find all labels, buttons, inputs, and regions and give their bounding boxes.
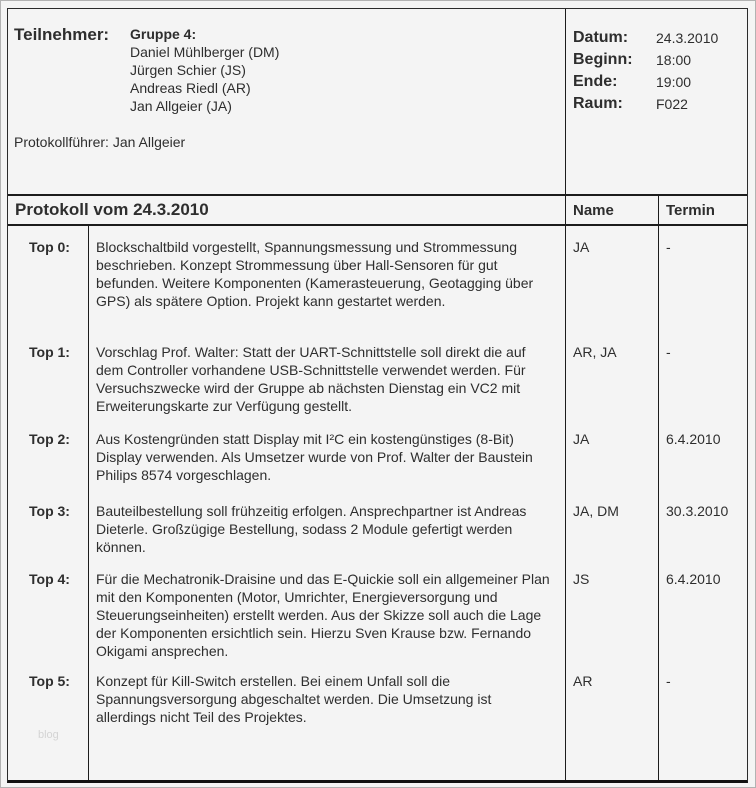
meeting-meta-section: Datum: 24.3.2010 Beginn: 18:00 Ende: 19:… [565, 9, 747, 196]
meta-value: 18:00 [656, 52, 692, 68]
group-label: Gruppe 4: [130, 26, 197, 42]
responsible-initials: JS [565, 558, 658, 660]
top-label: Top 3: [29, 503, 70, 519]
topic-text: Konzept für Kill-Switch erstellen. Bei e… [88, 660, 565, 780]
meta-label: Datum: [573, 29, 629, 46]
due-date: - [658, 226, 747, 331]
due-date: - [658, 331, 747, 418]
participants-label: Teilnehmer: [14, 25, 110, 44]
meta-row: Datum: 24.3.2010 [573, 27, 747, 49]
top-label: Top 2: [29, 431, 70, 447]
participant-name: Jürgen Schier (JS) [130, 62, 246, 78]
participant-name: Andreas Riedl (AR) [130, 80, 251, 96]
responsible-initials: JA [565, 418, 658, 490]
protocol-title: Protokoll vom 24.3.2010 [8, 196, 565, 226]
top-label: Top 4: [29, 571, 70, 587]
watermark-text: blog [38, 729, 59, 741]
column-header-termin: Termin [658, 196, 747, 226]
column-header-name: Name [565, 196, 658, 226]
secretary-line: Protokollführer: Jan Allgeier [14, 134, 186, 150]
meta-value: F022 [656, 96, 688, 112]
top-label: Top 5: [29, 673, 70, 689]
meta-value: 19:00 [656, 74, 692, 90]
meta-row: Raum: F022 [573, 93, 747, 115]
topic-text: Vorschlag Prof. Walter: Statt der UART-S… [88, 331, 565, 418]
top-label: Top 1: [29, 344, 70, 360]
due-date: 6.4.2010 [658, 418, 747, 490]
due-date: - [658, 660, 747, 780]
participant-name: Daniel Mühlberger (DM) [130, 44, 280, 60]
responsible-initials: AR [565, 660, 658, 780]
meta-label: Beginn: [573, 51, 633, 68]
responsible-initials: JA [565, 226, 658, 331]
topic-text: Für die Mechatronik-Draisine und das E-Q… [88, 558, 565, 660]
meta-label: Ende: [573, 73, 618, 90]
topic-text: Blockschaltbild vorgestellt, Spannungsme… [88, 226, 565, 331]
meta-label: Raum: [573, 95, 623, 112]
participants-group: Gruppe 4: Daniel Mühlberger (DM) Jürgen … [130, 25, 279, 115]
participant-name: Jan Allgeier (JA) [130, 98, 232, 114]
responsible-initials: JA, DM [565, 490, 658, 558]
due-date: 30.3.2010 [658, 490, 747, 558]
protocol-table: Teilnehmer: Gruppe 4: Daniel Mühlberger … [7, 8, 748, 783]
responsible-initials: AR, JA [565, 331, 658, 418]
protocol-rows: blog Top 0: Blockschaltbild vorgestellt,… [8, 226, 747, 780]
meta-row: Ende: 19:00 [573, 71, 747, 93]
topic-text: Aus Kostengründen statt Display mit I²C … [88, 418, 565, 490]
topic-text: Bauteilbestellung soll frühzeitig erfolg… [88, 490, 565, 558]
meta-value: 24.3.2010 [656, 30, 719, 46]
top-label: Top 0: [29, 239, 70, 255]
participants-section: Teilnehmer: Gruppe 4: Daniel Mühlberger … [8, 9, 565, 196]
due-date: 6.4.2010 [658, 558, 747, 660]
meta-row: Beginn: 18:00 [573, 49, 747, 71]
